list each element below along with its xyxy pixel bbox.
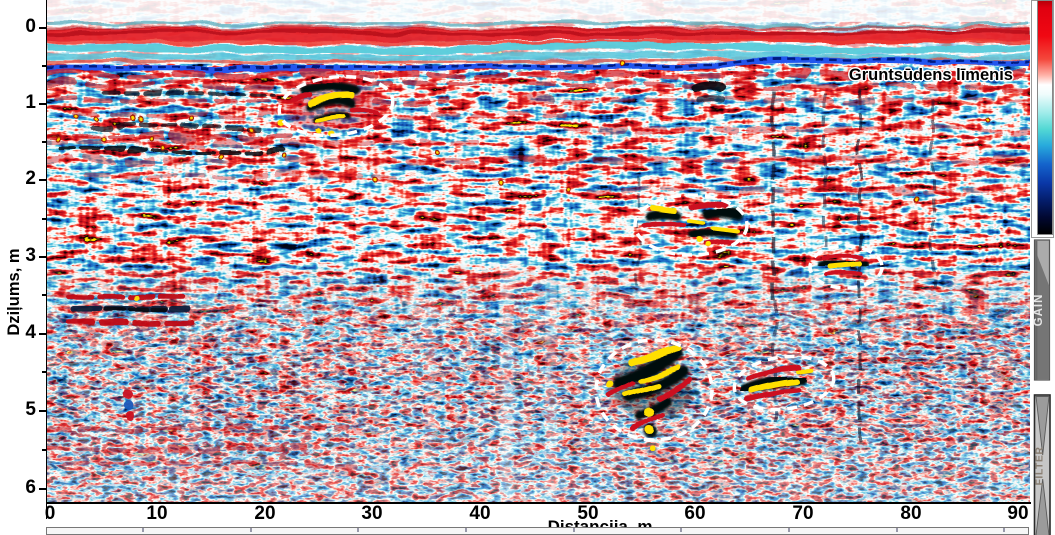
svg-text:GAIN: GAIN	[1033, 294, 1045, 327]
svg-text:FILTER: FILTER	[1034, 447, 1046, 486]
